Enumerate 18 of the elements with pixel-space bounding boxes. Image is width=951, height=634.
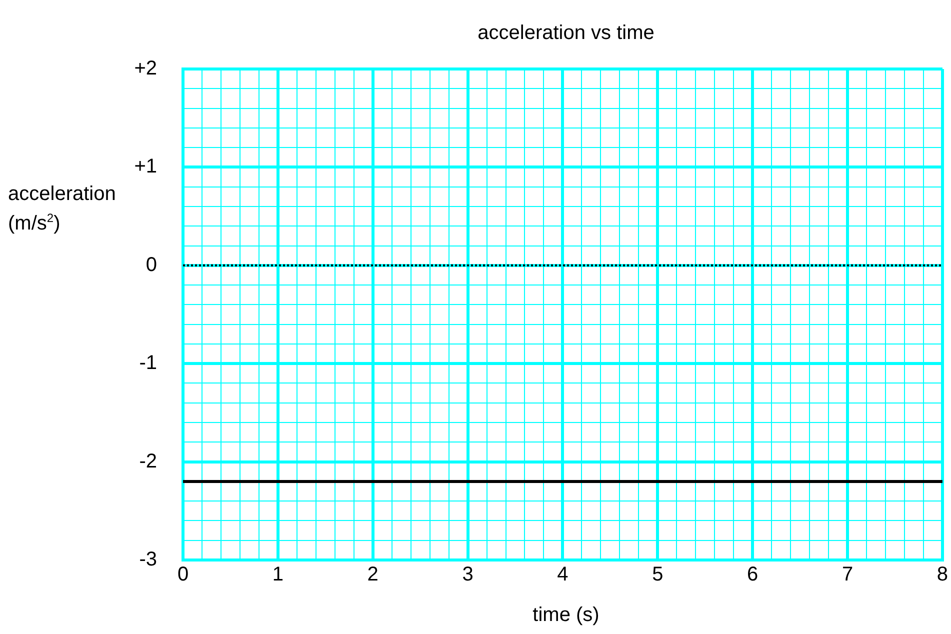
x-tick-label: 7 bbox=[842, 564, 854, 586]
y-axis-title: acceleration (m/s$^{2}$) bbox=[8, 182, 117, 236]
y-tick-label: -3 bbox=[139, 548, 157, 571]
y-tick-label: +2 bbox=[134, 58, 157, 80]
y-tick-label: +1 bbox=[134, 156, 157, 178]
x-tick-label: 1 bbox=[272, 564, 284, 586]
x-tick-label: 3 bbox=[462, 564, 474, 586]
x-tick-label: 6 bbox=[747, 564, 758, 586]
x-tick-label: 5 bbox=[652, 564, 664, 586]
y-tick-label: -2 bbox=[139, 450, 157, 472]
y-tick-label: 0 bbox=[146, 254, 157, 276]
chart-title: acceleration vs time bbox=[476, 22, 656, 45]
x-tick-label: 4 bbox=[557, 564, 568, 586]
x-tick-label: 2 bbox=[367, 564, 378, 586]
y-tick-label: -1 bbox=[139, 352, 157, 374]
x-axis-title: time (s) bbox=[532, 604, 600, 627]
x-tick-label: 8 bbox=[936, 564, 948, 586]
x-tick-label: 0 bbox=[177, 564, 189, 586]
